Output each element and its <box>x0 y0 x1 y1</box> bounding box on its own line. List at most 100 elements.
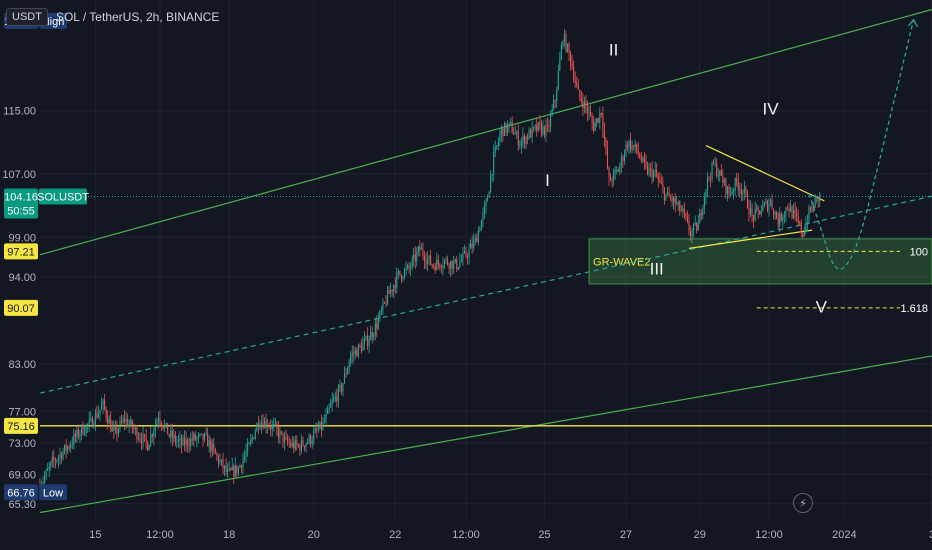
candle-body <box>222 459 224 469</box>
candle <box>105 406 107 422</box>
candle-body <box>685 213 687 217</box>
channel-upper-line[interactable] <box>39 8 932 256</box>
candle <box>688 213 690 236</box>
candle <box>450 260 452 277</box>
candle <box>157 411 159 430</box>
candle-body <box>65 444 67 451</box>
candle <box>179 431 181 449</box>
triangle-upper-line[interactable] <box>705 144 825 202</box>
candle <box>239 463 241 468</box>
time-axis[interactable]: 15 12:00 18 20 22 12:00 25 27 29 12:00 2024 3 <box>89 529 932 541</box>
candle <box>362 336 364 352</box>
candle-body <box>666 191 669 194</box>
price-tag-countdown: 50:55 <box>7 205 35 217</box>
candle <box>674 193 676 213</box>
candle <box>253 437 255 440</box>
time-axis-label: 22 <box>389 529 401 541</box>
candle <box>156 417 158 426</box>
candle <box>244 449 246 463</box>
candle-body <box>737 181 739 190</box>
projection-path[interactable] <box>808 19 915 270</box>
candle <box>353 345 355 363</box>
candle-body <box>708 177 710 179</box>
candle <box>423 250 426 270</box>
candle <box>462 247 464 266</box>
candle <box>582 93 584 117</box>
candle-body <box>697 222 699 231</box>
candle <box>333 393 335 403</box>
candle-body <box>696 222 698 231</box>
candle <box>414 246 416 269</box>
candle <box>480 219 482 231</box>
candle <box>814 193 816 208</box>
candle <box>643 151 645 171</box>
price-axis-label: 83.00 <box>8 359 36 371</box>
candle-body <box>427 258 429 264</box>
candle-body <box>768 204 770 211</box>
candle <box>626 141 629 152</box>
time-axis-label: 18 <box>223 529 235 541</box>
candle-body <box>150 434 152 446</box>
candle <box>805 216 807 235</box>
wave-label-ii: II <box>609 40 618 59</box>
candle-body <box>637 150 639 155</box>
candle <box>797 209 799 227</box>
candle <box>562 39 564 50</box>
candle <box>320 414 322 437</box>
candle-body <box>510 121 512 123</box>
candle <box>573 60 575 84</box>
candle-body <box>451 261 453 269</box>
candle <box>517 124 519 152</box>
candle-body <box>683 208 685 214</box>
candle-body <box>477 230 479 243</box>
candle-body <box>56 460 58 462</box>
candle-body <box>340 384 342 392</box>
candle <box>565 30 567 53</box>
candle-body <box>703 196 705 208</box>
candle-body <box>323 420 326 422</box>
candle <box>207 427 209 447</box>
candle-body <box>702 207 704 216</box>
triangle-lower-line[interactable] <box>688 229 813 249</box>
candle <box>65 439 67 459</box>
currency-button[interactable]: USDT <box>6 8 48 26</box>
candle-body <box>176 440 178 442</box>
candle-body <box>485 201 487 207</box>
candle-body <box>151 434 153 437</box>
candle <box>231 457 233 471</box>
candle-body <box>520 140 522 146</box>
candle <box>697 214 699 231</box>
candle-body <box>256 423 258 432</box>
candle <box>248 441 250 445</box>
candle-body <box>751 208 753 216</box>
candle-body <box>133 428 135 430</box>
candle-body <box>320 422 322 429</box>
candle-body <box>528 130 530 140</box>
candle-body <box>771 200 773 209</box>
channel-lower-line[interactable] <box>39 355 932 514</box>
price-axis[interactable]: 115.00 107.00 99.00 94.00 83.00 77.00 73.00 69.… <box>2 106 36 511</box>
drawing-lines[interactable]: 100 1.618 <box>39 8 932 514</box>
candle <box>571 55 573 70</box>
candle <box>280 430 282 435</box>
candle-body <box>302 440 304 446</box>
candle-body <box>154 424 156 432</box>
candle <box>293 436 295 454</box>
candle-body <box>107 417 109 424</box>
candle <box>348 359 350 375</box>
candle <box>271 420 273 437</box>
candle <box>56 458 58 464</box>
candle-body <box>57 457 59 461</box>
gr-wave2-rect[interactable] <box>588 238 932 285</box>
gr-wave2-zone[interactable]: GR-WAVE2 <box>588 238 932 285</box>
candle <box>477 226 479 246</box>
candle-body <box>813 205 815 208</box>
candle-body <box>439 263 441 268</box>
candle <box>720 164 722 176</box>
candle <box>671 193 673 207</box>
candle-body <box>105 408 107 418</box>
lightning-icon[interactable]: ⚡ <box>793 493 813 513</box>
candle-body <box>407 265 409 268</box>
candle-body <box>640 158 642 161</box>
